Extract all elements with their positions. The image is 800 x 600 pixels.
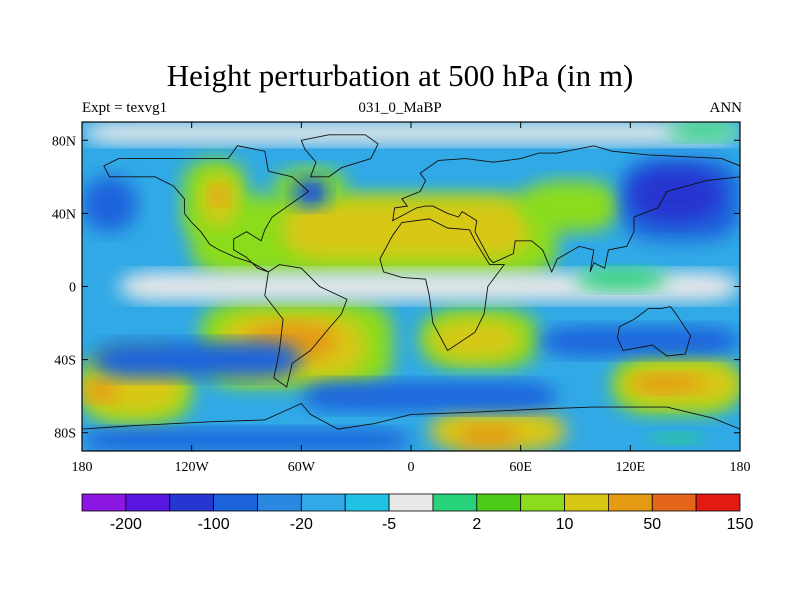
colorbar: -200 -100 -20 -5 2 10 50 150 bbox=[81, 493, 754, 533]
colorbar-swatch bbox=[344, 493, 390, 512]
field-region-19 bbox=[456, 425, 521, 448]
x-tick-label: 60E bbox=[509, 460, 532, 475]
field-region-17 bbox=[630, 374, 704, 393]
colorbar-swatch bbox=[213, 493, 258, 512]
colorbar-label: -100 bbox=[198, 516, 230, 533]
field-region-14 bbox=[429, 319, 521, 360]
colorbar-label: 2 bbox=[472, 516, 481, 533]
colorbar-label: -200 bbox=[110, 516, 142, 533]
field-region-33 bbox=[666, 122, 740, 141]
x-tick-label: 0 bbox=[408, 460, 415, 475]
plot-title: Height perturbation at 500 hPa (in m) bbox=[166, 58, 634, 93]
axis-layer: 180 120W 60W 0 60E 120E 180 80N 40N 0 40S 80S bbox=[52, 122, 751, 475]
field-region-34 bbox=[648, 432, 704, 444]
x-tick-label: 180 bbox=[730, 460, 751, 475]
colorbar-swatch bbox=[564, 493, 609, 512]
coastline-north-america bbox=[103, 145, 310, 273]
field-region-25 bbox=[82, 176, 137, 232]
colorbar-label: 10 bbox=[556, 516, 574, 533]
x-tick-label: 60W bbox=[288, 460, 316, 475]
field-region-26 bbox=[91, 341, 302, 378]
x-tick-label: 120W bbox=[175, 460, 210, 475]
field-region-28 bbox=[538, 326, 740, 356]
y-tick-label: 80S bbox=[54, 427, 76, 442]
colorbar-swatch bbox=[476, 493, 522, 512]
time-label: 031_0_MaBP bbox=[358, 100, 442, 116]
coastline-africa bbox=[379, 218, 506, 352]
coastline-antarctica bbox=[82, 402, 740, 451]
colorbar-label: -20 bbox=[290, 516, 313, 533]
colorbar-swatch bbox=[169, 493, 215, 512]
field-region-2 bbox=[283, 198, 530, 260]
field-region-20 bbox=[520, 180, 622, 232]
colorbar-swatch bbox=[651, 493, 697, 512]
colorbar-swatch bbox=[520, 493, 565, 512]
coastline-eurasia bbox=[392, 145, 740, 274]
field-region-5 bbox=[209, 185, 229, 205]
coastline-greenland bbox=[300, 134, 379, 178]
colorbar-swatch bbox=[300, 493, 346, 512]
x-tick-label: 180 bbox=[72, 460, 93, 475]
colorbar-label: 50 bbox=[643, 516, 661, 533]
colorbar-swatch bbox=[257, 493, 302, 512]
colorbar-swatch bbox=[125, 493, 171, 512]
field-region-32 bbox=[575, 268, 667, 291]
y-tick-label: 0 bbox=[69, 281, 76, 296]
coastline-layer bbox=[82, 134, 740, 451]
field-region-29 bbox=[82, 429, 411, 451]
coastline-australia bbox=[617, 306, 692, 357]
field-layer bbox=[82, 122, 740, 451]
season-label: ANN bbox=[709, 100, 743, 116]
experiment-label: Expt = texvg1 bbox=[82, 100, 168, 116]
x-tick-label: 120E bbox=[616, 460, 646, 475]
colorbar-swatch bbox=[695, 493, 741, 512]
field-region-12 bbox=[82, 381, 119, 402]
coastline-south-america bbox=[264, 264, 348, 388]
field-region-22 bbox=[630, 167, 722, 223]
y-tick-label: 40N bbox=[52, 207, 76, 222]
colorbar-swatch bbox=[81, 493, 127, 512]
colorbar-swatch bbox=[608, 493, 653, 512]
colorbar-label: 150 bbox=[727, 516, 754, 533]
colorbar-swatch bbox=[432, 493, 478, 512]
y-tick-label: 80N bbox=[52, 134, 76, 149]
field-region-27 bbox=[301, 381, 558, 411]
y-tick-label: 40S bbox=[54, 354, 76, 369]
colorbar-label: -5 bbox=[382, 516, 396, 533]
field-region-31 bbox=[82, 122, 740, 144]
colorbar-swatch bbox=[388, 493, 434, 512]
field-region-24 bbox=[304, 185, 320, 199]
